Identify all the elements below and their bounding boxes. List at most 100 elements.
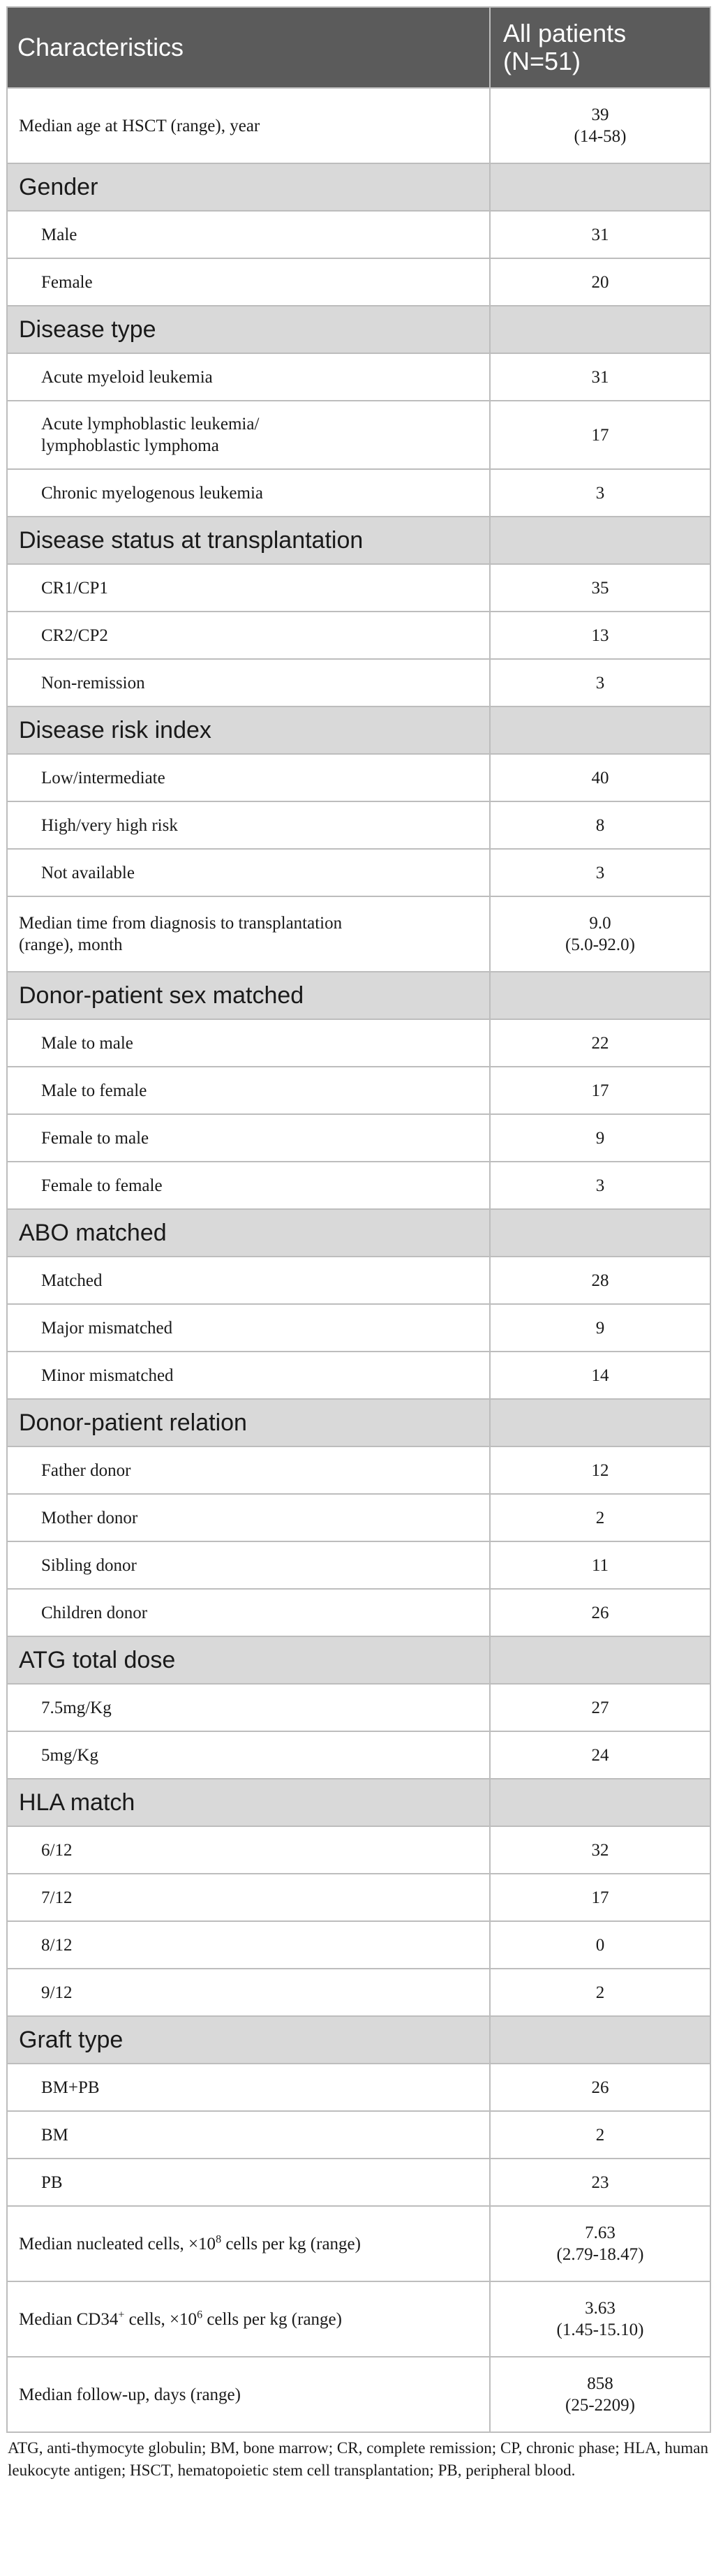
row-label: CR1/CP1: [6, 563, 491, 612]
row-label: Children donor: [6, 1588, 491, 1637]
row-label: BM+PB: [6, 2063, 491, 2112]
row-value: 8: [489, 801, 711, 850]
row-value: 31: [489, 210, 711, 259]
table-row: Median nucleated cells, ×108 cells per k…: [6, 2205, 711, 2282]
section-header-row: Disease risk index: [6, 706, 711, 755]
row-label: Non-remission: [6, 658, 491, 707]
table-row: Median follow-up, days (range) 858 (25-22…: [6, 2356, 711, 2433]
row-value: 28: [489, 1256, 711, 1305]
row-value: 40: [489, 753, 711, 802]
row-value: 17: [489, 400, 711, 470]
row-value: 14: [489, 1351, 711, 1400]
section-header-row: Donor-patient relation: [6, 1398, 711, 1447]
table-row: Chronic myelogenous leukemia 3: [6, 468, 711, 517]
table-row: Median time from diagnosis to transplant…: [6, 896, 711, 972]
header-all-patients: All patients (N=51): [489, 6, 711, 89]
table-row: Female to female 3: [6, 1161, 711, 1210]
table-row: 8/12 0: [6, 1920, 711, 1969]
row-label: 6/12: [6, 1826, 491, 1874]
table-row: Female to male 9: [6, 1113, 711, 1162]
row-value: 2: [489, 2110, 711, 2159]
table-row: Male 31: [6, 210, 711, 259]
table-row: BM 2: [6, 2110, 711, 2159]
row-label: High/very high risk: [6, 801, 491, 850]
row-label: Low/intermediate: [6, 753, 491, 802]
table-row: Male to male 22: [6, 1019, 711, 1067]
row-value: 3: [489, 1161, 711, 1210]
header-characteristics: Characteristics: [6, 6, 491, 89]
row-label: Mother donor: [6, 1493, 491, 1542]
table-row: Acute myeloid leukemia 31: [6, 353, 711, 401]
section-title: Disease type: [6, 305, 491, 354]
section-header-row: HLA match: [6, 1778, 711, 1827]
row-label: Sibling donor: [6, 1541, 491, 1590]
row-value: 0: [489, 1920, 711, 1969]
row-label: 9/12: [6, 1968, 491, 2017]
row-label: 7/12: [6, 1873, 491, 1922]
row-value: 27: [489, 1683, 711, 1732]
row-label: Chronic myelogenous leukemia: [6, 468, 491, 517]
row-label: Minor mismatched: [6, 1351, 491, 1400]
row-label: Female to male: [6, 1113, 491, 1162]
row-value: 12: [489, 1446, 711, 1495]
table-row: CR1/CP1 35: [6, 563, 711, 612]
table-row: BM+PB 26: [6, 2063, 711, 2112]
row-value: 2: [489, 1968, 711, 2017]
section-header-row: ATG total dose: [6, 1636, 711, 1685]
row-label: Median follow-up, days (range): [6, 2356, 491, 2433]
row-label: Acute lymphoblastic leukemia/lymphoblast…: [6, 400, 491, 470]
row-label: PB: [6, 2158, 491, 2207]
table-row: 5mg/Kg 24: [6, 1731, 711, 1779]
table-row: Matched 28: [6, 1256, 711, 1305]
table-row: Major mismatched 9: [6, 1303, 711, 1352]
table-row: Not available 3: [6, 848, 711, 897]
row-value: 9.0 (5.0-92.0): [489, 896, 711, 972]
row-value: 24: [489, 1731, 711, 1779]
row-label: Median CD34+ cells, ×106 cells per kg (r…: [6, 2281, 491, 2357]
table-row: Non-remission 3: [6, 658, 711, 707]
row-value: 39 (14-58): [489, 87, 711, 164]
row-label: 8/12: [6, 1920, 491, 1969]
characteristics-table: Characteristics All patients (N=51) Medi…: [6, 6, 711, 2433]
row-value: 11: [489, 1541, 711, 1590]
table-row: High/very high risk 8: [6, 801, 711, 850]
row-label: Male: [6, 210, 491, 259]
section-header-row: Disease type: [6, 305, 711, 354]
table-row: 7.5mg/Kg 27: [6, 1683, 711, 1732]
section-title: HLA match: [6, 1778, 491, 1827]
table-row: 9/12 2: [6, 1968, 711, 2017]
row-value: 20: [489, 258, 711, 306]
row-value: 2: [489, 1493, 711, 1542]
row-label: Not available: [6, 848, 491, 897]
row-label: Father donor: [6, 1446, 491, 1495]
row-label: 5mg/Kg: [6, 1731, 491, 1779]
table-row: Minor mismatched 14: [6, 1351, 711, 1400]
row-value: 17: [489, 1873, 711, 1922]
row-value: 32: [489, 1826, 711, 1874]
row-value: 3: [489, 468, 711, 517]
table-row: Female 20: [6, 258, 711, 306]
row-label: CR2/CP2: [6, 611, 491, 660]
row-value: 35: [489, 563, 711, 612]
table-row: Children donor 26: [6, 1588, 711, 1637]
row-label: Male to female: [6, 1066, 491, 1115]
table-container: Characteristics All patients (N=51) Medi…: [6, 0, 711, 2482]
table-row: 6/12 32: [6, 1826, 711, 1874]
row-label: Median age at HSCT (range), year: [6, 87, 491, 164]
row-label: Major mismatched: [6, 1303, 491, 1352]
row-value: 3: [489, 658, 711, 707]
section-title: ATG total dose: [6, 1636, 491, 1685]
table-footnote: ATG, anti-thymocyte globulin; BM, bone m…: [8, 2439, 708, 2479]
section-title: Gender: [6, 163, 491, 212]
section-title: Donor-patient sex matched: [6, 971, 491, 1020]
section-title: Disease risk index: [6, 706, 491, 755]
row-label: Male to male: [6, 1019, 491, 1067]
row-label: Median nucleated cells, ×108 cells per k…: [6, 2205, 491, 2282]
row-label: Matched: [6, 1256, 491, 1305]
row-value: 9: [489, 1113, 711, 1162]
row-value: 7.63 (2.79-18.47): [489, 2205, 711, 2282]
row-value: 17: [489, 1066, 711, 1115]
table-row: 7/12 17: [6, 1873, 711, 1922]
table-row: Mother donor 2: [6, 1493, 711, 1542]
row-value: 13: [489, 611, 711, 660]
